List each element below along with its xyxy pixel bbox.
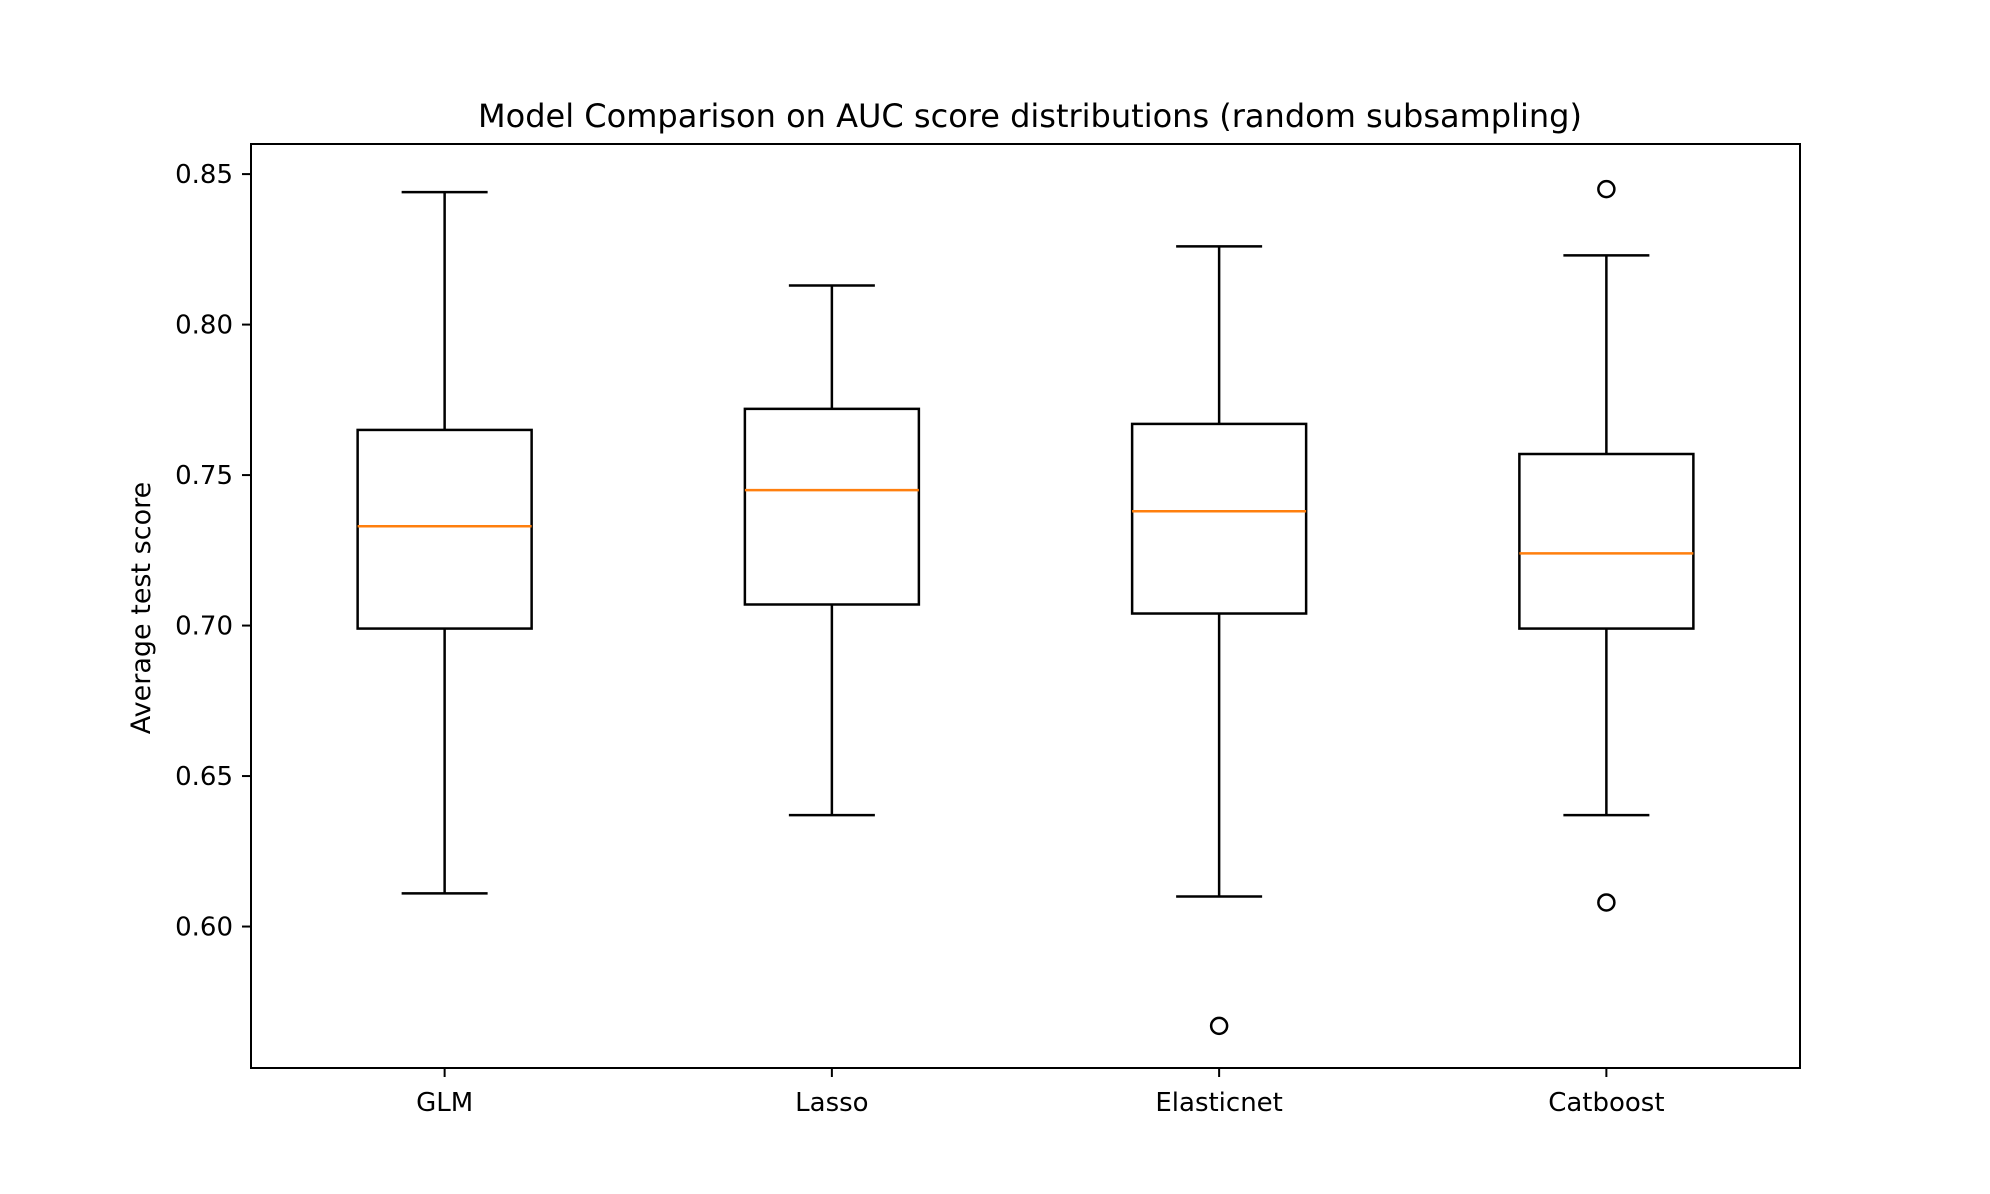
y-tick-label: 0.65 bbox=[175, 762, 233, 792]
chart-title: Model Comparison on AUC score distributi… bbox=[478, 97, 1582, 135]
y-tick-label: 0.80 bbox=[175, 311, 233, 341]
outlier-point bbox=[1597, 179, 1616, 199]
x-axis: GLM Lasso Elasticnet Catboost bbox=[416, 1068, 1665, 1118]
box-lasso bbox=[743, 284, 921, 817]
iqr-box bbox=[356, 428, 533, 630]
x-tick-label: GLM bbox=[416, 1088, 473, 1118]
y-tick-label: 0.70 bbox=[175, 612, 233, 642]
plot-area-frame bbox=[250, 143, 1801, 1069]
box-glm bbox=[356, 190, 533, 895]
iqr-box bbox=[743, 407, 921, 606]
iqr-box bbox=[1130, 422, 1308, 615]
x-tick-label: Catboost bbox=[1548, 1088, 1664, 1118]
y-axis-label: Average test score bbox=[126, 482, 157, 734]
boxes bbox=[356, 179, 1695, 1036]
outlier-point bbox=[1209, 1016, 1229, 1036]
y-axis: 0.60 0.65 0.70 0.75 0.80 0.85 bbox=[175, 160, 251, 943]
y-tick-label: 0.85 bbox=[175, 160, 233, 190]
x-tick-label: Lasso bbox=[795, 1088, 868, 1118]
outlier-point bbox=[1597, 893, 1616, 912]
y-tick-label: 0.75 bbox=[175, 461, 233, 491]
iqr-box bbox=[1518, 452, 1695, 630]
box-elasticnet bbox=[1130, 245, 1308, 1036]
y-tick-label: 0.60 bbox=[175, 913, 233, 943]
x-tick-label: Elasticnet bbox=[1155, 1088, 1283, 1118]
box-catboost bbox=[1518, 179, 1695, 912]
